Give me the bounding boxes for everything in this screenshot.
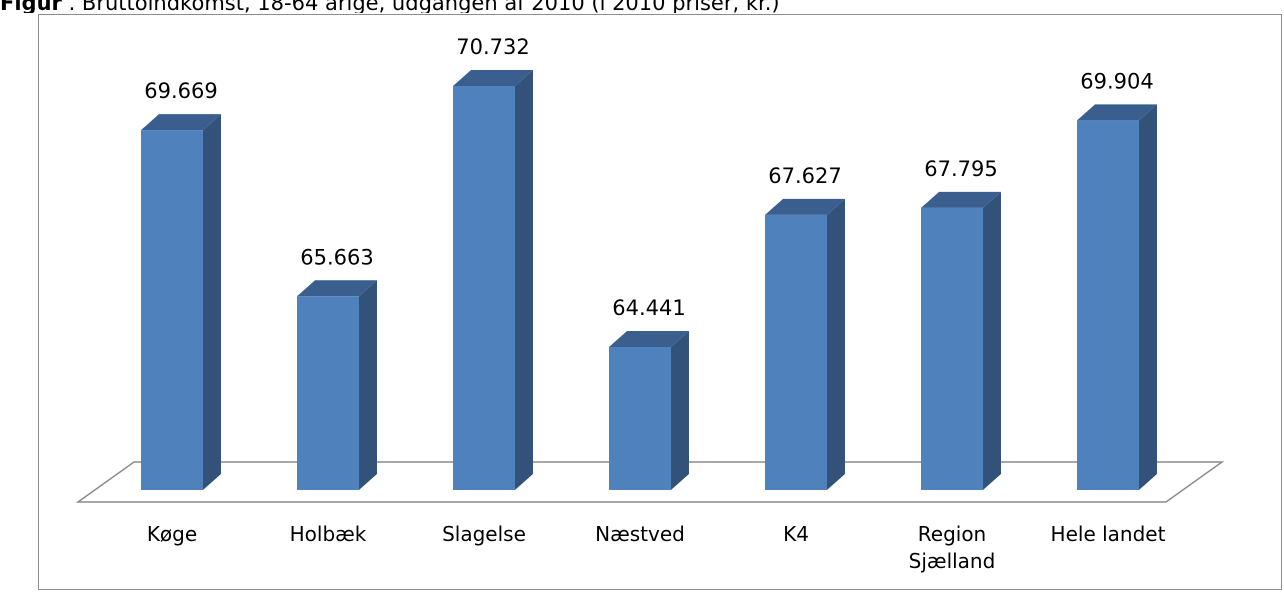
bar-top-region-sjaelland [921, 191, 1001, 208]
category-label-slagelse: Slagelse [442, 522, 526, 546]
bar-hele-landet [1077, 104, 1157, 490]
bar-top-naestved [609, 331, 689, 347]
data-labels-group: 69.669 65.663 70.732 64.441 67.627 67.795 69.9… [144, 35, 1153, 320]
bar-front-k4 [765, 214, 827, 490]
category-label-hele-landet: Hele landet [1051, 522, 1166, 546]
bar-holbaek [297, 280, 377, 490]
chart-frame [38, 14, 1282, 590]
bar-top-holbaek [297, 280, 377, 297]
bar-k4 [765, 198, 845, 490]
category-label-region-sjaelland: Region Sjælland [909, 522, 996, 573]
bar-side-holbaek [359, 280, 377, 490]
figure-caption-text: . Bruttoindkomst, 18-64 årige, udgangen … [61, 0, 780, 13]
bar-side-region-sjaelland [983, 191, 1001, 490]
bar-front-slagelse [453, 86, 515, 490]
bar-top-k4 [765, 198, 845, 215]
bar-front-koege [141, 130, 203, 491]
bar-side-k4 [827, 198, 845, 490]
bar-front-region-sjaelland [921, 207, 983, 490]
bar-region-sjaelland [921, 191, 1001, 490]
chart-floor [75, 461, 1225, 503]
bar-slagelse [453, 70, 533, 490]
category-label-koege: Køge [147, 522, 197, 546]
category-label-holbaek: Holbæk [290, 522, 367, 546]
bar-koege [141, 114, 221, 491]
bar-front-holbaek [297, 296, 359, 490]
data-label-hele-landet: 69.904 [1080, 69, 1153, 93]
bar-top-slagelse [453, 70, 533, 86]
bar-side-slagelse [515, 70, 533, 490]
bar-front-hele-landet [1077, 120, 1139, 490]
figure-caption-lead: Figur [0, 0, 62, 13]
bar-top-hele-landet [1077, 104, 1157, 121]
bar-side-koege [203, 114, 221, 491]
bars-group [141, 70, 1157, 491]
bar-top-koege [141, 114, 221, 131]
data-label-koege: 69.669 [144, 79, 217, 103]
bar-side-naestved [671, 331, 689, 490]
data-label-slagelse: 70.732 [456, 35, 529, 59]
data-label-k4: 67.627 [768, 164, 841, 188]
category-labels-group: Køge Holbæk Slagelse Næstved K4 Region Sjællan… [147, 522, 1166, 573]
category-label-naestved: Næstved [595, 522, 685, 546]
bar-side-hele-landet [1139, 104, 1157, 490]
figure-caption: Figur . Bruttoindkomst, 18-64 årige, udg… [0, 0, 1284, 13]
data-label-region-sjaelland: 67.795 [924, 157, 997, 181]
data-label-naestved: 64.441 [612, 296, 685, 320]
data-label-holbaek: 65.663 [300, 245, 373, 269]
bar-naestved [609, 331, 689, 490]
category-label-k4: K4 [783, 522, 809, 546]
bar-front-naestved [609, 347, 671, 490]
